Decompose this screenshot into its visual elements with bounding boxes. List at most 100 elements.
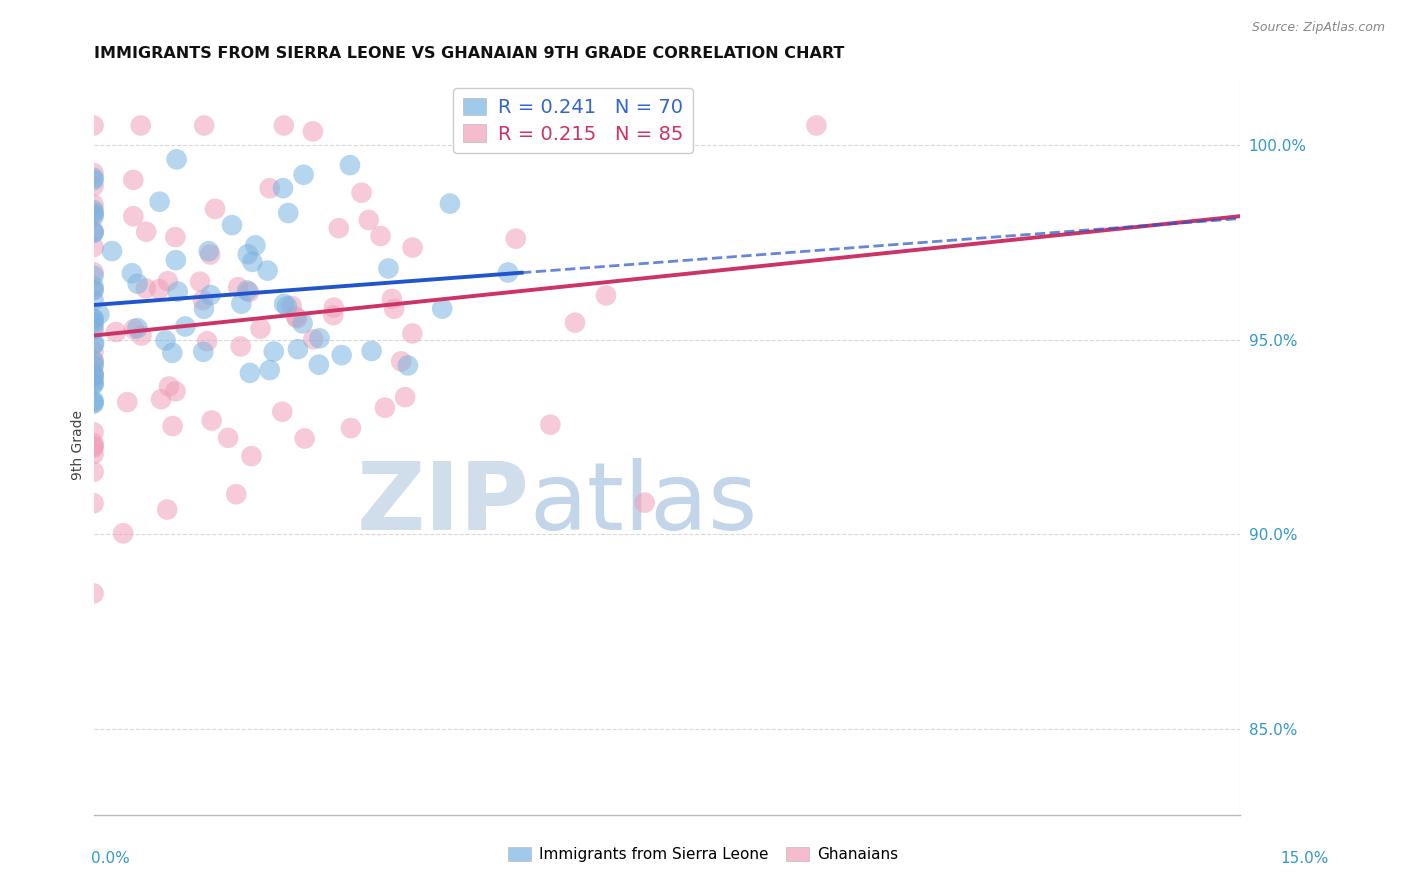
Point [165, 384, 187, 399]
Point [121, 266, 143, 280]
Point [122, 209, 145, 223]
Point [83, 358, 105, 372]
Point [284, 310, 307, 324]
Point [204, 202, 226, 216]
Point [83, 439, 105, 453]
Point [249, 321, 271, 335]
Point [273, 297, 295, 311]
Point [231, 296, 253, 310]
Point [259, 363, 281, 377]
Point [156, 502, 179, 516]
Point [83, 316, 105, 330]
Point [83, 312, 105, 326]
Point [162, 419, 184, 434]
Point [389, 354, 412, 368]
Point [280, 299, 302, 313]
Point [276, 299, 298, 313]
Point [381, 292, 404, 306]
Point [104, 325, 127, 339]
Text: ZIP: ZIP [357, 458, 529, 549]
Point [165, 230, 187, 244]
Point [127, 321, 149, 335]
Point [245, 238, 267, 252]
Point [83, 447, 105, 461]
Point [806, 119, 828, 133]
Point [83, 369, 105, 384]
Point [83, 170, 105, 185]
Point [357, 213, 380, 227]
Point [432, 301, 454, 316]
Point [292, 168, 315, 182]
Point [538, 417, 561, 432]
Point [83, 265, 105, 279]
Point [83, 224, 105, 238]
Point [291, 317, 314, 331]
Point [83, 173, 105, 187]
Point [200, 288, 222, 302]
Point [193, 301, 215, 316]
Legend: R = 0.241   N = 70, R = 0.215   N = 85: R = 0.241 N = 70, R = 0.215 N = 85 [453, 88, 693, 153]
Point [83, 377, 105, 392]
Point [201, 413, 224, 427]
Point [112, 526, 135, 541]
Point [193, 344, 215, 359]
Point [221, 218, 243, 232]
Point [370, 229, 392, 244]
Point [83, 354, 105, 368]
Point [83, 293, 105, 308]
Point [83, 279, 105, 293]
Point [83, 323, 105, 337]
Point [83, 283, 105, 297]
Point [225, 487, 247, 501]
Text: Source: ZipAtlas.com: Source: ZipAtlas.com [1251, 21, 1385, 34]
Point [229, 339, 252, 353]
Point [122, 173, 145, 187]
Point [238, 285, 260, 299]
Point [350, 186, 373, 200]
Point [83, 369, 105, 384]
Point [122, 322, 145, 336]
Point [127, 277, 149, 291]
Point [271, 181, 294, 195]
Point [285, 311, 308, 326]
Point [83, 395, 105, 409]
Point [83, 206, 105, 220]
Point [240, 255, 263, 269]
Point [83, 374, 105, 388]
Point [294, 432, 316, 446]
Point [308, 331, 330, 345]
Point [377, 261, 399, 276]
Point [83, 344, 105, 359]
Point [83, 359, 105, 373]
Point [330, 348, 353, 362]
Point [236, 247, 259, 261]
Point [439, 196, 461, 211]
Point [150, 392, 173, 407]
Text: 15.0%: 15.0% [1281, 851, 1329, 865]
Point [165, 253, 187, 268]
Point [340, 421, 363, 435]
Point [394, 390, 416, 404]
Point [83, 425, 105, 440]
Point [287, 342, 309, 356]
Point [277, 206, 299, 220]
Point [83, 226, 105, 240]
Point [191, 293, 214, 307]
Point [101, 244, 124, 258]
Point [505, 232, 527, 246]
Point [83, 203, 105, 218]
Point [188, 275, 211, 289]
Point [83, 166, 105, 180]
Point [308, 358, 330, 372]
Text: atlas: atlas [529, 458, 758, 549]
Point [83, 207, 105, 221]
Point [83, 337, 105, 351]
Point [302, 332, 325, 346]
Text: 0.0%: 0.0% [91, 851, 131, 865]
Point [131, 328, 153, 343]
Point [401, 241, 423, 255]
Point [83, 240, 105, 254]
Point [271, 405, 294, 419]
Point [273, 119, 295, 133]
Point [564, 316, 586, 330]
